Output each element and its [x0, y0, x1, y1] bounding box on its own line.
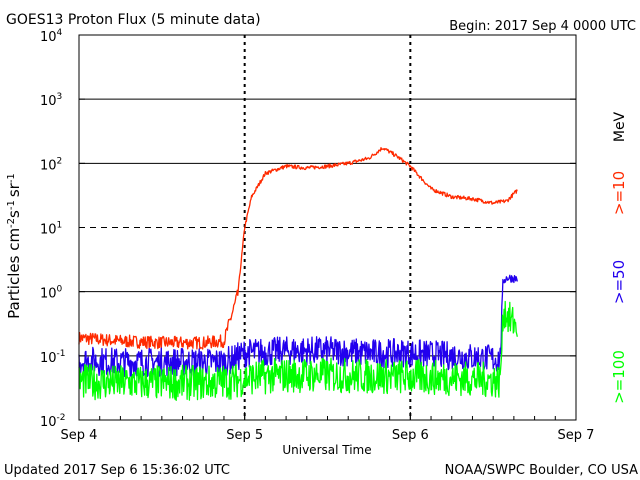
chart-title: GOES13 Proton Flux (5 minute data) [6, 12, 261, 28]
y-tick-base: 10 [40, 158, 57, 173]
y-tick-base: 10 [40, 287, 57, 302]
legend-label: >=10 [610, 171, 628, 215]
x-tick-label: Sep 5 [226, 428, 263, 443]
y-tick-base: 10 [40, 415, 57, 430]
y-tick-base: 10 [40, 30, 57, 45]
y-tick-base: 10 [40, 351, 57, 366]
svg-text:Particles cm-2s-1sr-1: Particles cm-2s-1sr-1 [5, 173, 23, 319]
y-tick-label: 10-2 [40, 413, 66, 430]
y-label-sr: sr [5, 182, 23, 197]
series-line [78, 147, 518, 350]
legend: MeV >=10 >=50 >=100 [610, 111, 628, 403]
y-tick-label: 10-1 [40, 349, 66, 366]
y-label-exp-cm: -2 [6, 218, 17, 228]
y-label-particles: Particles cm [5, 228, 23, 319]
begin-time: Begin: 2017 Sep 4 0000 UTC [449, 19, 636, 34]
y-tick-exponent: 0 [57, 285, 63, 295]
credit-text: NOAA/SWPC Boulder, CO USA [445, 463, 638, 478]
legend-label: >=50 [610, 260, 628, 304]
data-series [78, 147, 518, 401]
y-axis-label: Particles cm-2s-1sr-1 [5, 173, 23, 319]
series-line [78, 300, 518, 401]
legend-label: >=100 [610, 350, 628, 404]
x-axis-label: Universal Time [282, 443, 371, 457]
y-tick-base: 10 [40, 223, 57, 238]
y-tick-label: 101 [40, 221, 62, 238]
x-axis-ticks: Sep 4 Sep 5 Sep 6 Sep 7 [61, 412, 595, 443]
y-label-exp-sr: -1 [6, 173, 17, 183]
y-tick-exponent: 1 [57, 221, 63, 231]
y-tick-label: 102 [40, 156, 62, 173]
updated-timestamp: Updated 2017 Sep 6 15:36:02 UTC [4, 463, 230, 478]
y-tick-label: 103 [40, 92, 62, 109]
y-tick-exponent: 2 [57, 156, 63, 166]
y-tick-exponent: -2 [57, 413, 66, 423]
y-label-exp-s: -1 [6, 200, 17, 210]
y-tick-exponent: -1 [57, 349, 66, 359]
y-label-s: s [5, 210, 23, 218]
y-tick-label: 100 [40, 285, 63, 302]
x-tick-label: Sep 6 [392, 428, 429, 443]
y-tick-exponent: 4 [57, 28, 63, 38]
legend-unit: MeV [612, 111, 628, 142]
y-tick-base: 10 [40, 94, 57, 109]
x-tick-label: Sep 7 [558, 428, 595, 443]
y-tick-label: 104 [40, 28, 63, 45]
series-line [78, 274, 518, 378]
y-tick-exponent: 3 [57, 92, 63, 102]
x-tick-label: Sep 4 [61, 428, 98, 443]
